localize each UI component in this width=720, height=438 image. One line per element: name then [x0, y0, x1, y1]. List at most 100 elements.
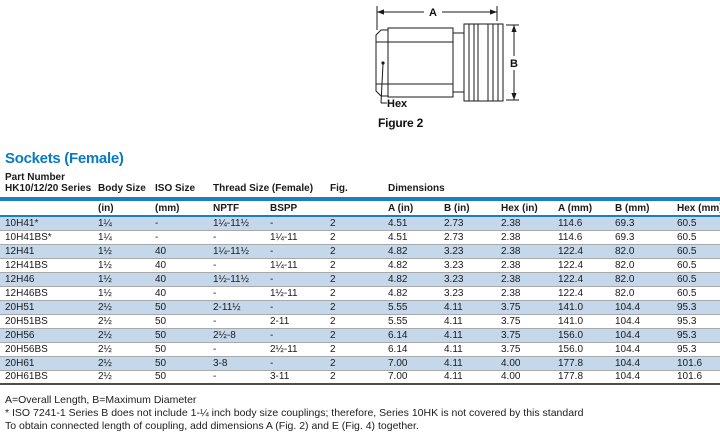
cell-fig: 2	[330, 259, 336, 271]
subheader-nptf: NPTF	[208, 199, 265, 217]
cell-a-in: 6.14	[388, 329, 408, 341]
table-row: 10H41BS* 1¼ - - 1¼-11 2 4.51 2.73 2.38 114.6 69.3 6…	[0, 230, 720, 244]
cell-a-in: 6.14	[388, 343, 408, 355]
col-header-fig: Fig.	[325, 172, 383, 201]
cell-b-in: 4.11	[444, 357, 463, 369]
cell-hex-in: 2.38	[501, 287, 521, 299]
cell-b-mm: 82.0	[615, 287, 635, 299]
cell-b-in: 3.23	[444, 287, 464, 299]
cell-iso-size: 50	[155, 371, 167, 383]
cell-fig: 2	[330, 329, 336, 341]
subheader-hex-mm: Hex (mm)	[672, 199, 720, 217]
cell-b-mm: 104.4	[615, 371, 641, 383]
cell-fig: 2	[330, 287, 336, 299]
arrow-down-icon	[511, 93, 517, 100]
cell-hex-in: 3.75	[501, 343, 521, 355]
cell-body-size: 1¼	[98, 217, 112, 229]
cell-bspp: -	[270, 301, 274, 313]
dim-label-hex: Hex	[387, 98, 408, 110]
cell-nptf: -	[213, 231, 217, 243]
table-row: 12H46BS 1½ 40 - 1½-11 2 4.82 3.23 2.38 122.4 82.0 6…	[0, 286, 720, 300]
cell-b-in: 3.23	[444, 273, 464, 285]
cell-part-number: 10H41*	[5, 217, 39, 229]
cell-nptf: 3-8	[213, 357, 228, 369]
cell-a-in: 4.82	[388, 245, 408, 257]
figure-caption: Figure 2	[378, 116, 424, 130]
cell-part-number: 20H61BS	[5, 371, 48, 383]
table-row: 12H46 1½ 40 1½-11½ - 2 4.82 3.23 2.38 122.4 82.0 60…	[0, 272, 720, 286]
cell-body-size: 1¼	[98, 231, 112, 243]
cell-hex-in: 2.38	[501, 273, 521, 285]
cell-body-size: 2½	[98, 329, 112, 341]
cell-bspp: -	[270, 245, 274, 257]
cell-nptf: 1½-11½	[213, 273, 249, 285]
cell-b-mm: 104.4	[615, 301, 641, 313]
cell-b-mm: 104.4	[615, 357, 641, 369]
cell-part-number: 12H41	[5, 245, 35, 257]
cell-body-size: 1½	[98, 259, 112, 271]
cell-a-mm: 114.6	[558, 217, 583, 229]
cell-hex-mm: 95.3	[677, 315, 697, 327]
table-row: 20H56 2½ 50 2½-8 - 2 6.14 4.11 3.75 156.0 104.4 95.…	[0, 328, 720, 342]
cell-iso-size: 40	[155, 273, 167, 285]
subheader-blank	[0, 199, 93, 217]
cell-b-in: 4.11	[444, 343, 463, 355]
cell-iso-size: -	[155, 217, 159, 229]
cell-iso-size: 50	[155, 343, 167, 355]
cell-hex-mm: 60.5	[677, 259, 697, 271]
table-row: 20H61 2½ 50 3-8 - 2 7.00 4.11 4.00 177.8 104.4 101.…	[0, 356, 720, 370]
cell-iso-size: 40	[155, 245, 167, 257]
cell-a-in: 5.55	[388, 315, 408, 327]
dim-label-b: B	[510, 58, 518, 70]
cell-fig: 2	[330, 357, 336, 369]
footnote-length: To obtain connected length of coupling, …	[5, 420, 419, 432]
subheader-in: (in)	[93, 199, 150, 217]
cell-hex-in: 4.00	[501, 371, 521, 383]
cell-hex-in: 3.75	[501, 315, 521, 327]
cell-nptf: -	[213, 287, 217, 299]
cell-a-mm: 177.8	[558, 371, 584, 383]
cell-hex-mm: 60.5	[677, 231, 697, 243]
cell-b-mm: 82.0	[615, 259, 635, 271]
cell-b-mm: 104.4	[615, 329, 641, 341]
cell-a-in: 4.51	[388, 217, 408, 229]
col-header-thread-size: Thread Size (Female)	[208, 172, 325, 201]
cell-bspp: -	[270, 273, 274, 285]
cell-hex-mm: 101.6	[677, 371, 703, 383]
cell-nptf: 2½-8	[213, 329, 236, 341]
figure-2-drawing: A B Hex Figure 2	[370, 0, 545, 130]
table-row: 12H41 1½ 40 1¼-11½ - 2 4.82 3.23 2.38 122.4 82.0 60…	[0, 244, 720, 258]
subheader-b-mm: B (mm)	[610, 199, 672, 217]
cell-nptf: 1¼-11½	[213, 217, 249, 229]
coupling-side-view-drawing: A B Hex	[375, 6, 519, 110]
cell-iso-size: 50	[155, 357, 167, 369]
footnotes: A=Overall Length, B=Maximum Diameter * I…	[5, 394, 583, 433]
cell-a-in: 4.82	[388, 287, 408, 299]
cell-body-size: 2½	[98, 315, 112, 327]
cell-hex-in: 3.75	[501, 301, 521, 313]
cell-a-in: 7.00	[388, 357, 408, 369]
arrow-up-icon	[511, 25, 517, 32]
cell-a-in: 4.82	[388, 259, 408, 271]
cell-b-in: 3.23	[444, 259, 464, 271]
cell-bspp: 2-11	[270, 315, 290, 327]
cell-bspp: 1¼-11	[270, 259, 298, 271]
cell-hex-in: 2.38	[501, 245, 521, 257]
cell-iso-size: -	[155, 231, 159, 243]
cell-hex-mm: 60.5	[677, 287, 697, 299]
cell-hex-mm: 60.5	[677, 273, 697, 285]
cell-fig: 2	[330, 343, 336, 355]
cell-b-in: 4.11	[444, 371, 463, 383]
part-number-line1: Part Number	[5, 172, 66, 183]
col-header-iso-size: ISO Size	[150, 172, 208, 201]
cell-part-number: 20H51BS	[5, 315, 48, 327]
footnote-legend: A=Overall Length, B=Maximum Diameter	[5, 394, 197, 406]
cell-fig: 2	[330, 315, 336, 327]
cell-b-in: 4.11	[444, 329, 463, 341]
table-header: Part Number HK10/12/20 Series Body Size …	[0, 172, 720, 217]
cell-hex-mm: 60.5	[677, 217, 697, 229]
subheader-a-mm: A (mm)	[553, 199, 610, 217]
cell-bspp: 1¼-11	[270, 231, 298, 243]
cell-a-mm: 122.4	[558, 245, 584, 257]
